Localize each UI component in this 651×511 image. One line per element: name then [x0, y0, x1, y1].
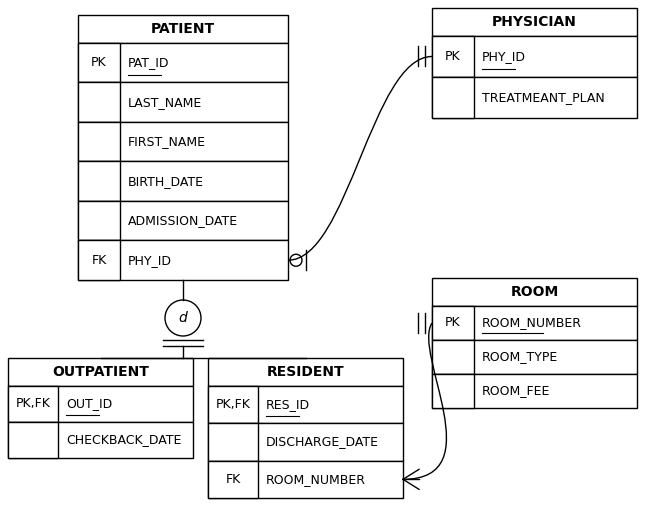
Text: ROOM: ROOM: [510, 285, 559, 299]
Text: PAT_ID: PAT_ID: [128, 56, 169, 69]
Bar: [432, 374, 474, 408]
Bar: [432, 306, 474, 340]
Text: ROOM_NUMBER: ROOM_NUMBER: [482, 316, 582, 330]
Text: ROOM_FEE: ROOM_FEE: [482, 384, 550, 398]
Bar: [208, 358, 403, 386]
Text: ROOM_NUMBER: ROOM_NUMBER: [266, 473, 366, 486]
Bar: [432, 306, 637, 340]
Text: PHYSICIAN: PHYSICIAN: [492, 15, 577, 29]
Bar: [78, 241, 120, 280]
Bar: [432, 77, 637, 118]
Text: OUTPATIENT: OUTPATIENT: [52, 365, 149, 379]
Text: BIRTH_DATE: BIRTH_DATE: [128, 175, 204, 188]
Bar: [8, 386, 58, 422]
Bar: [208, 386, 403, 423]
Text: PK,FK: PK,FK: [16, 398, 50, 410]
Text: DISCHARGE_DATE: DISCHARGE_DATE: [266, 435, 379, 449]
Bar: [432, 278, 637, 306]
Bar: [78, 122, 288, 161]
Bar: [208, 423, 258, 461]
Text: PK: PK: [445, 50, 461, 63]
Bar: [208, 461, 403, 498]
Bar: [432, 8, 637, 36]
Text: RES_ID: RES_ID: [266, 398, 310, 411]
Bar: [78, 82, 288, 122]
Bar: [78, 43, 120, 82]
Bar: [432, 36, 637, 77]
Bar: [208, 461, 258, 498]
Bar: [432, 340, 637, 374]
Text: FIRST_NAME: FIRST_NAME: [128, 135, 206, 148]
Bar: [78, 43, 288, 82]
Bar: [432, 340, 474, 374]
Text: PK: PK: [445, 316, 461, 330]
Text: PATIENT: PATIENT: [151, 22, 215, 36]
Text: ADMISSION_DATE: ADMISSION_DATE: [128, 214, 238, 227]
Bar: [208, 386, 258, 423]
Bar: [78, 82, 120, 122]
Bar: [78, 122, 120, 161]
Bar: [208, 423, 403, 461]
Text: TREATMEANT_PLAN: TREATMEANT_PLAN: [482, 91, 605, 104]
Bar: [78, 161, 120, 201]
Bar: [78, 15, 288, 43]
Bar: [432, 374, 637, 408]
Bar: [78, 201, 120, 241]
Text: PK,FK: PK,FK: [215, 398, 251, 411]
Bar: [432, 77, 474, 118]
Text: FK: FK: [91, 254, 107, 267]
Text: PHY_ID: PHY_ID: [482, 50, 526, 63]
Text: ROOM_TYPE: ROOM_TYPE: [482, 351, 559, 363]
Bar: [8, 422, 193, 458]
Bar: [8, 386, 193, 422]
Text: LAST_NAME: LAST_NAME: [128, 96, 202, 109]
Text: d: d: [178, 311, 187, 325]
Bar: [78, 161, 288, 201]
Bar: [8, 422, 58, 458]
Bar: [78, 201, 288, 241]
Text: PHY_ID: PHY_ID: [128, 254, 172, 267]
Text: FK: FK: [225, 473, 241, 486]
Bar: [78, 241, 288, 280]
Bar: [8, 358, 193, 386]
Text: RESIDENT: RESIDENT: [267, 365, 344, 379]
Text: PK: PK: [91, 56, 107, 69]
Text: OUT_ID: OUT_ID: [66, 398, 112, 410]
Text: CHECKBACK_DATE: CHECKBACK_DATE: [66, 433, 182, 447]
Bar: [432, 36, 474, 77]
